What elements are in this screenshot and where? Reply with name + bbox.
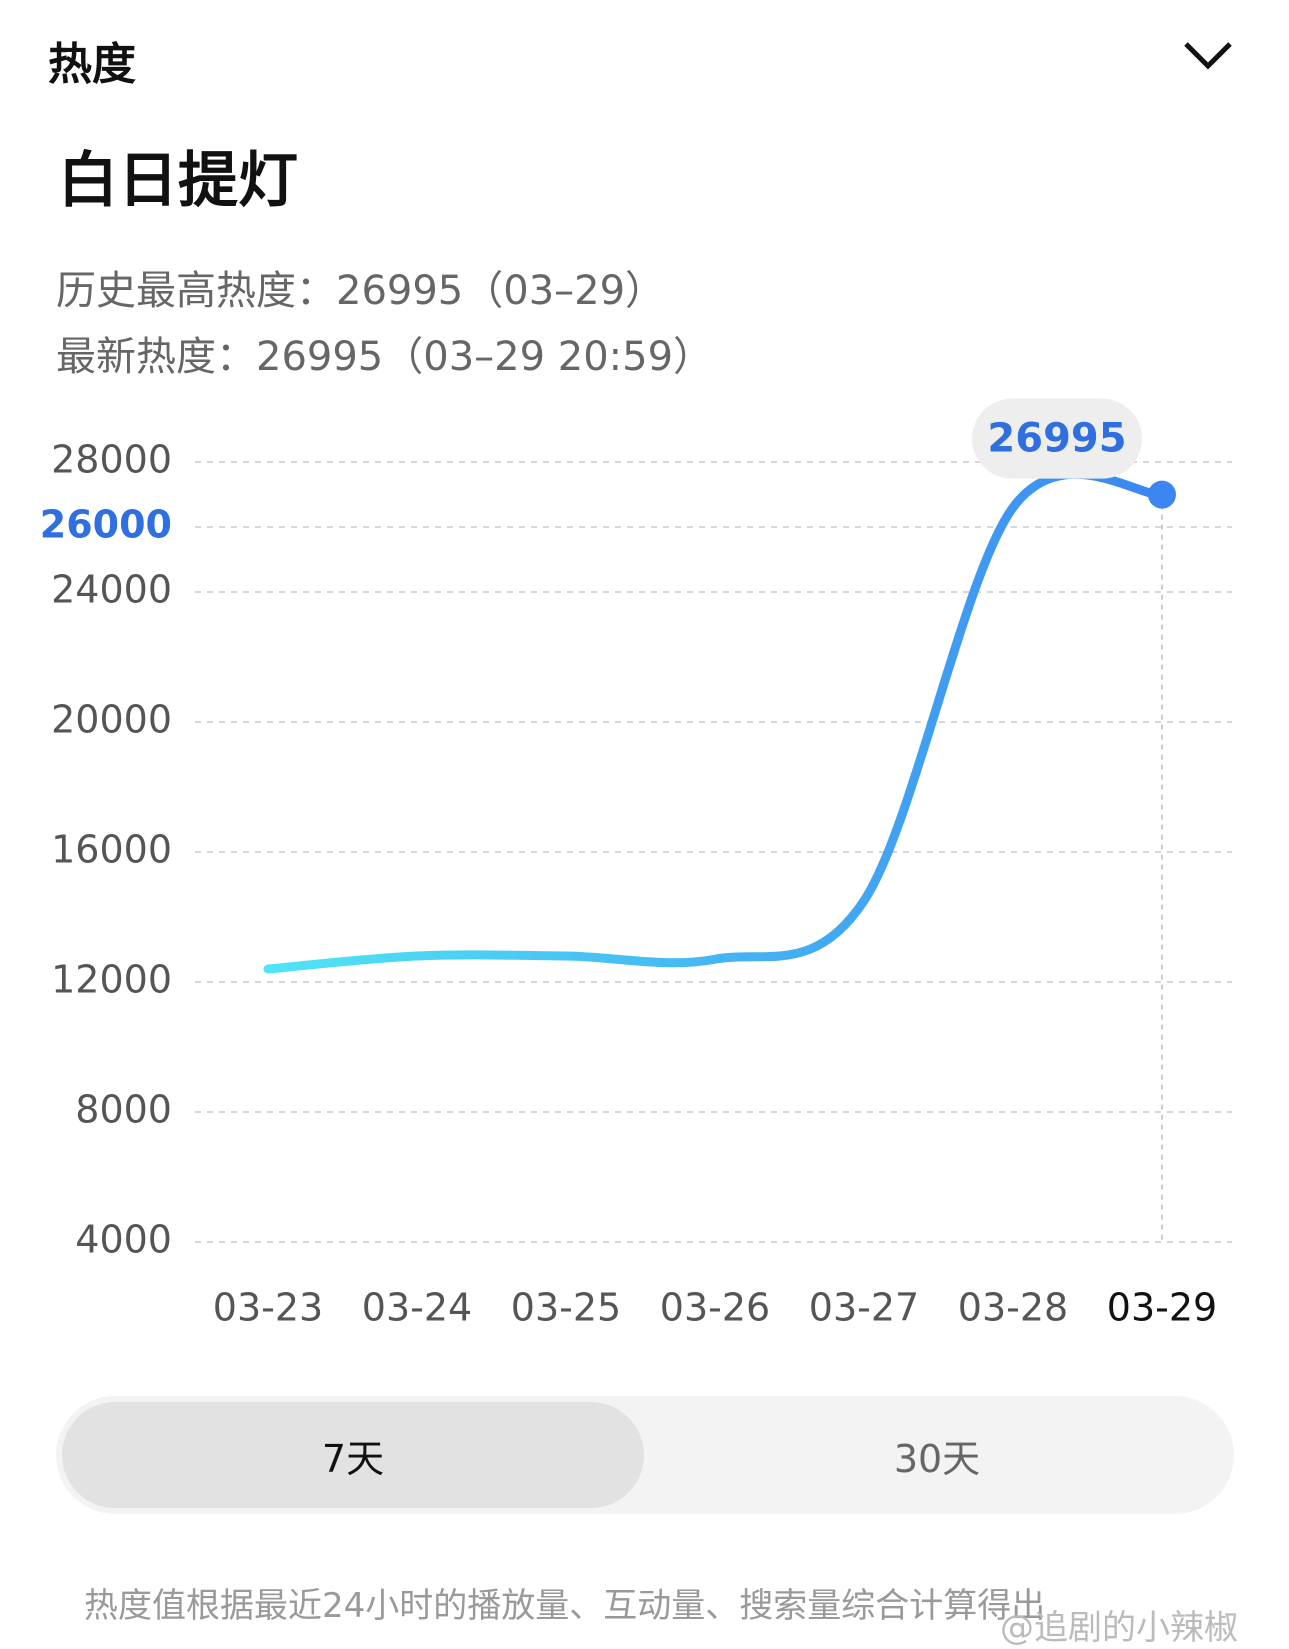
y-tick-label: 8000 xyxy=(75,1088,172,1132)
collapse-button[interactable] xyxy=(1180,36,1236,76)
x-tick-label: 03-29 xyxy=(1107,1286,1217,1330)
value-badge xyxy=(972,398,1142,479)
value-label: 26995 xyxy=(987,416,1126,462)
y-tick-label: 12000 xyxy=(51,958,172,1002)
tab[interactable]: 7天 xyxy=(62,1402,644,1508)
tab-bar: 7天 30天 xyxy=(56,1396,1234,1514)
show-title: 白日提灯 xyxy=(58,146,298,216)
y-tick-label: 20000 xyxy=(51,698,172,742)
footnote: 热度值根据最近24小时的播放量、互动量、搜索量综合计算得出 xyxy=(84,1586,1046,1626)
x-tick-label: 03-23 xyxy=(213,1286,323,1330)
stat-line: 历史最高热度：26995（03–29） xyxy=(56,268,666,314)
watermark: @追剧的小辣椒 xyxy=(1000,1608,1238,1648)
x-tick-label: 03-28 xyxy=(958,1286,1068,1330)
y-tick-label: 16000 xyxy=(51,828,172,872)
line xyxy=(263,469,1167,974)
y-tick-label: 24000 xyxy=(51,568,172,612)
point-marker xyxy=(1148,480,1176,509)
header-title: 热度 xyxy=(48,39,136,90)
y-tick-label: 28000 xyxy=(51,438,172,482)
x-tick-label: 03-24 xyxy=(362,1286,472,1330)
y-tick-label: 26000 xyxy=(40,503,172,547)
y-tick-label: 4000 xyxy=(75,1218,172,1262)
x-tick-label: 03-27 xyxy=(809,1286,919,1330)
x-tick-label: 03-25 xyxy=(511,1286,621,1330)
tab[interactable]: 30天 xyxy=(893,1436,981,1481)
stat-line: 最新热度：26995（03–29 20:59） xyxy=(56,334,714,380)
x-tick-label: 03-26 xyxy=(660,1286,770,1330)
chart: 4000 8000 12000 16000 20000 24000 28000 26000 03… xyxy=(40,398,1232,1330)
